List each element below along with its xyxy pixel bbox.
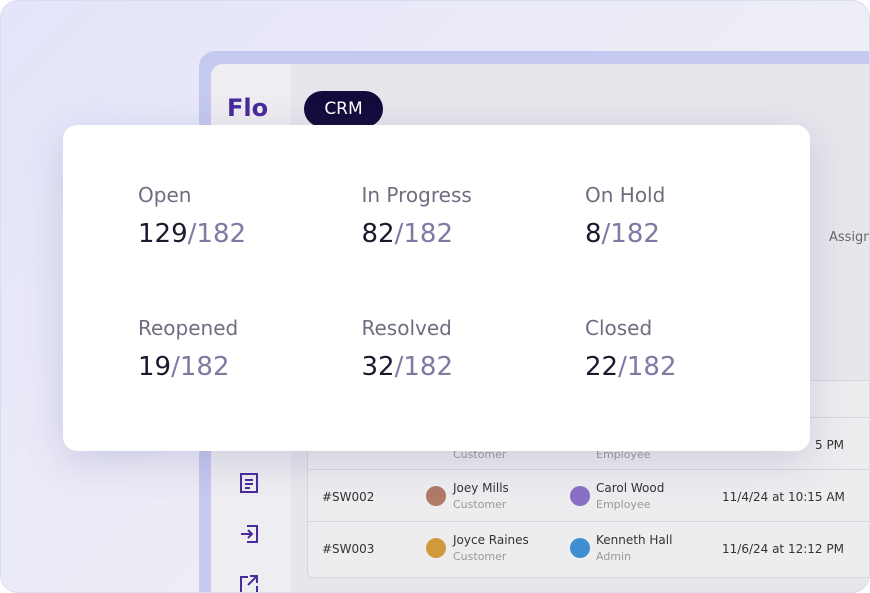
table-row[interactable]: #SW002 Joey Mills Customer Carol Wood Em… — [308, 469, 869, 522]
stat-value: 22/182 — [585, 352, 676, 382]
assign-filter[interactable]: Assign — [829, 230, 870, 245]
ticket-id: #SW003 — [322, 542, 375, 556]
stat-label: Resolved — [361, 316, 452, 340]
count: 32 — [361, 352, 395, 382]
employee-name: Carol Wood — [596, 481, 665, 495]
total: /182 — [171, 352, 230, 382]
stat-value: 8/182 — [585, 219, 665, 249]
employee-role: Employee — [596, 448, 651, 461]
crm-tab[interactable]: CRM — [304, 91, 383, 127]
total: /182 — [394, 352, 453, 382]
customer-role: Customer — [453, 448, 507, 461]
logo[interactable]: Flo — [227, 94, 269, 122]
time: 11/4/24 at 10:15 AM — [722, 490, 845, 504]
count: 19 — [138, 352, 172, 382]
stat: Reopened 19/182 — [138, 316, 238, 382]
customer-name: Joyce Raines — [453, 533, 529, 547]
customer-role: Customer — [453, 550, 507, 563]
total: /182 — [601, 219, 660, 249]
ticket-id: #SW002 — [322, 490, 375, 504]
count: 82 — [361, 219, 395, 249]
doc-icon[interactable] — [239, 473, 259, 493]
stat-value: 32/182 — [362, 352, 453, 382]
customer-name: Joey Mills — [453, 481, 509, 495]
total: /182 — [394, 219, 453, 249]
stat-value: 82/182 — [362, 219, 472, 249]
employee-role: Employee — [596, 498, 651, 511]
employee-name: Kenneth Hall — [596, 533, 673, 547]
employee-role: Admin — [596, 550, 632, 563]
count: 22 — [585, 352, 619, 382]
login-icon[interactable] — [239, 524, 259, 544]
time: 11/6/24 at 12:12 PM — [722, 542, 844, 556]
avatar — [426, 486, 446, 506]
stat-value: 129/182 — [138, 219, 246, 249]
count: 8 — [585, 219, 602, 249]
stat-value: 19/182 — [138, 352, 238, 382]
export-icon[interactable] — [239, 574, 259, 593]
stat-label: Reopened — [138, 316, 239, 340]
stat: Open 129/182 — [138, 183, 246, 249]
stat: Closed 22/182 — [585, 316, 676, 382]
avatar — [570, 538, 590, 558]
avatar — [570, 486, 590, 506]
time: 5 PM — [815, 438, 845, 452]
total: /182 — [618, 352, 677, 382]
stat-label: Closed — [585, 316, 653, 340]
stat: In Progress 82/182 — [362, 183, 472, 249]
stat-label: In Progress — [361, 183, 472, 207]
avatar — [426, 538, 446, 558]
table-row[interactable]: #SW003 Joyce Raines Customer Kenneth Hal… — [308, 521, 869, 574]
customer-role: Customer — [453, 498, 507, 511]
stats-card: Open 129/182 In Progress 82/182 On Hold 8/182… — [63, 125, 810, 451]
stat-label: Open — [138, 183, 192, 207]
count: 129 — [138, 219, 188, 249]
total: /182 — [187, 219, 247, 249]
stat-label: On Hold — [585, 183, 666, 207]
stat: Resolved 32/182 — [362, 316, 453, 382]
stat: On Hold 8/182 — [585, 183, 665, 249]
